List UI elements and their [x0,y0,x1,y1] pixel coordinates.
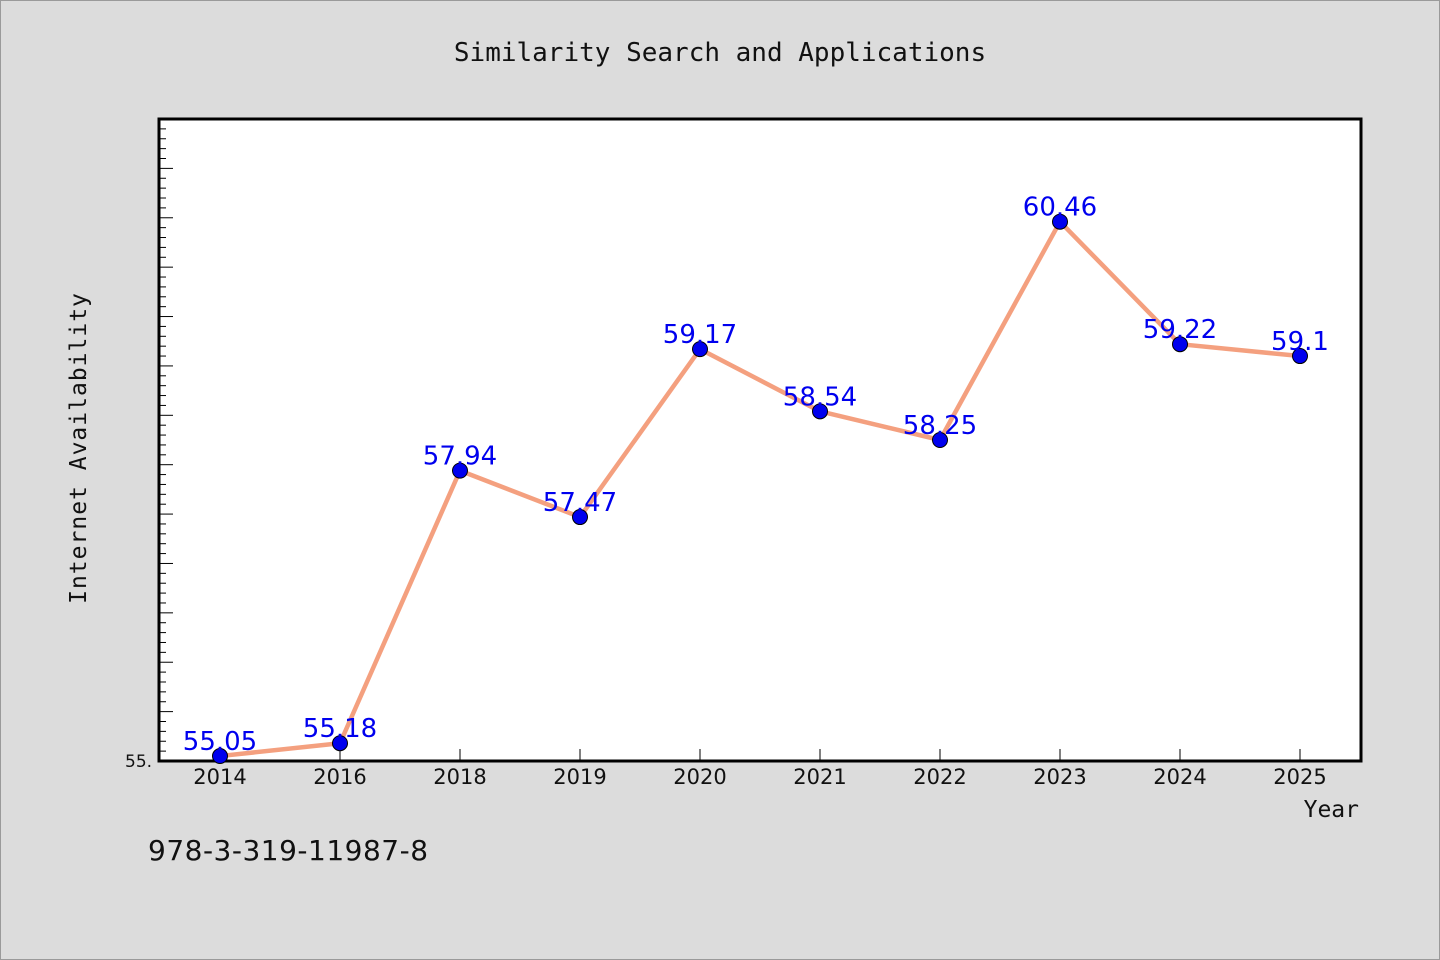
x-axis-ticks: 2014 2016 2018 2019 2020 2021 2022 2023 2024 2025 [193,749,1327,789]
data-point [932,432,948,448]
data-point [812,403,828,420]
series-line-segment [337,468,463,746]
data-label: 57.94 [423,442,497,472]
data-point [692,341,708,358]
y-axis-ticks [159,128,173,752]
data-labels: 55.05 55.18 57.94 57.47 59.17 58.54 58.25 60.46… [183,193,1329,757]
series-line-segment [697,346,823,414]
plot-area [157,117,1363,763]
data-point [1052,213,1068,230]
y-tick-label: 55. [125,752,152,772]
series-line-segment [817,409,943,443]
data-label: 60.46 [1023,193,1097,223]
y-axis-tick-labels: 55. [125,752,152,772]
x-tick-label: 2020 [673,765,726,789]
data-point [572,509,588,526]
data-label: 59.22 [1143,315,1217,345]
y-axis-label: Internet Availability [66,292,92,604]
x-tick-label: 2025 [1273,765,1326,789]
data-label: 59.1 [1271,327,1329,357]
series-line-segment [1057,219,1183,347]
series-line-segment [457,468,583,520]
x-tick-label: 2014 [193,765,246,789]
caption-isbn: 978-3-319-11987-8 [148,834,429,867]
x-tick-label: 2016 [313,765,366,789]
series-line-segment [1177,341,1303,359]
x-tick-label: 2023 [1033,765,1086,789]
x-tick-label: 2018 [433,765,486,789]
x-tick-label: 2024 [1153,765,1206,789]
data-label: 58.54 [783,382,857,412]
x-tick-label: 2019 [553,765,606,789]
series-line-segment [217,740,343,759]
x-tick-label: 2021 [793,765,846,789]
data-label: 55.18 [303,714,377,744]
series-lines [217,219,1303,759]
data-label: 57.47 [543,488,617,518]
data-point [332,735,348,752]
series-points [212,213,1308,765]
data-label: 55.05 [183,727,257,757]
data-point [212,748,228,765]
x-tick-label: 2022 [913,765,966,789]
data-label: 59.17 [663,320,737,350]
data-point [1292,348,1308,365]
data-label: 58.25 [903,411,977,441]
data-point [452,462,468,479]
data-point [1172,336,1188,353]
x-axis-label: Year [1304,797,1359,823]
series-line-segment [577,346,703,520]
series-line-segment [937,219,1063,443]
chart-title: Similarity Search and Applications [454,38,986,68]
